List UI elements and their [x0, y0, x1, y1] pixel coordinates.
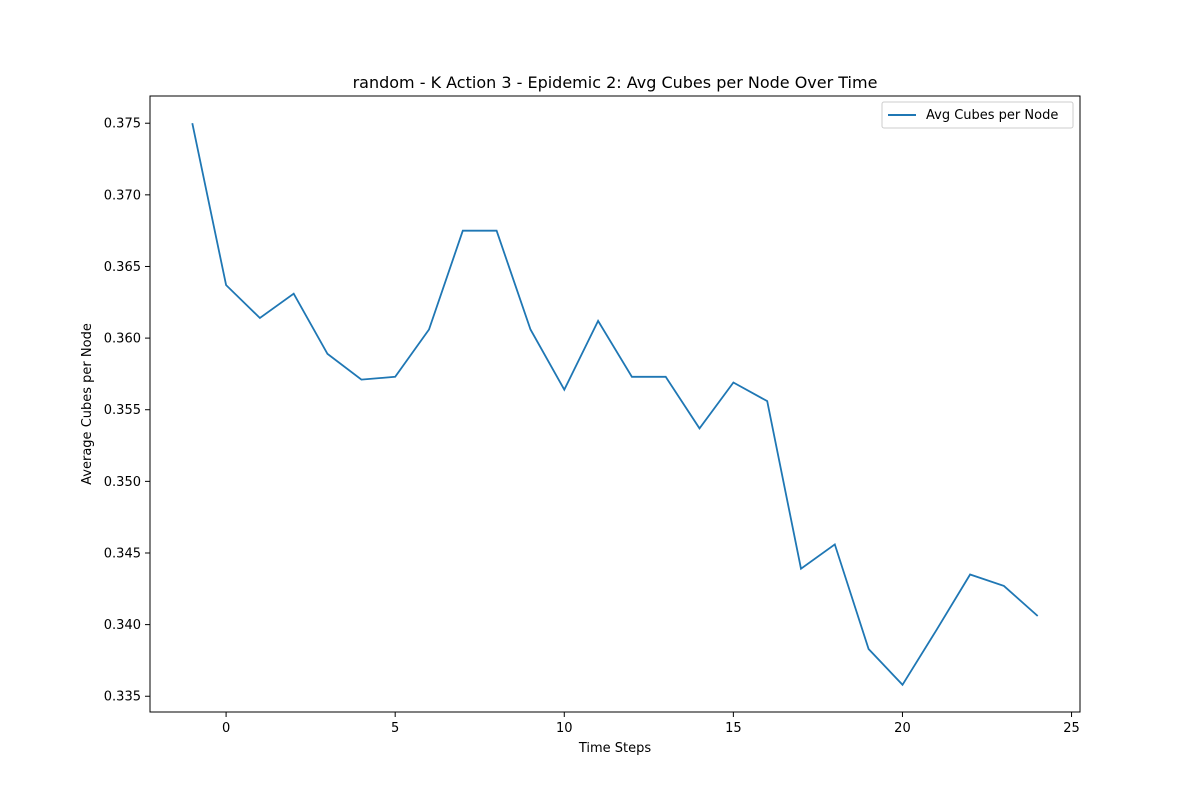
x-axis-title: Time Steps [578, 741, 652, 756]
x-tick-label: 0 [222, 721, 230, 736]
axes-frame [149, 95, 1081, 713]
x-tick-label: 15 [725, 721, 742, 736]
y-tick-label: 0.375 [104, 117, 141, 132]
y-tick-label: 0.335 [104, 690, 141, 705]
y-axis-title: Average Cubes per Node [80, 323, 95, 485]
x-tick-label: 25 [1063, 721, 1080, 736]
y-tick-label: 0.355 [104, 403, 141, 418]
plot-area: 0 5 10 15 20 25 0.335 0.340 0.345 0.350 0.355 0.360… [104, 95, 1081, 736]
y-tick-label: 0.365 [104, 260, 141, 275]
legend-label: Avg Cubes per Node [926, 108, 1058, 123]
chart-title: random - K Action 3 - Epidemic 2: Avg Cu… [353, 73, 878, 92]
y-tick-label: 0.370 [104, 188, 141, 203]
legend: Avg Cubes per Node [881, 101, 1074, 129]
y-tick-label: 0.340 [104, 618, 141, 633]
y-tick-label: 0.350 [104, 475, 141, 490]
x-tick-label: 20 [894, 721, 911, 736]
y-tick-label: 0.345 [104, 546, 141, 561]
series-line-avg-cubes [191, 123, 1039, 687]
legend-box [881, 101, 1074, 129]
x-tick-label: 10 [556, 721, 573, 736]
y-tick-label: 0.360 [104, 332, 141, 347]
x-tick-label: 5 [391, 721, 399, 736]
